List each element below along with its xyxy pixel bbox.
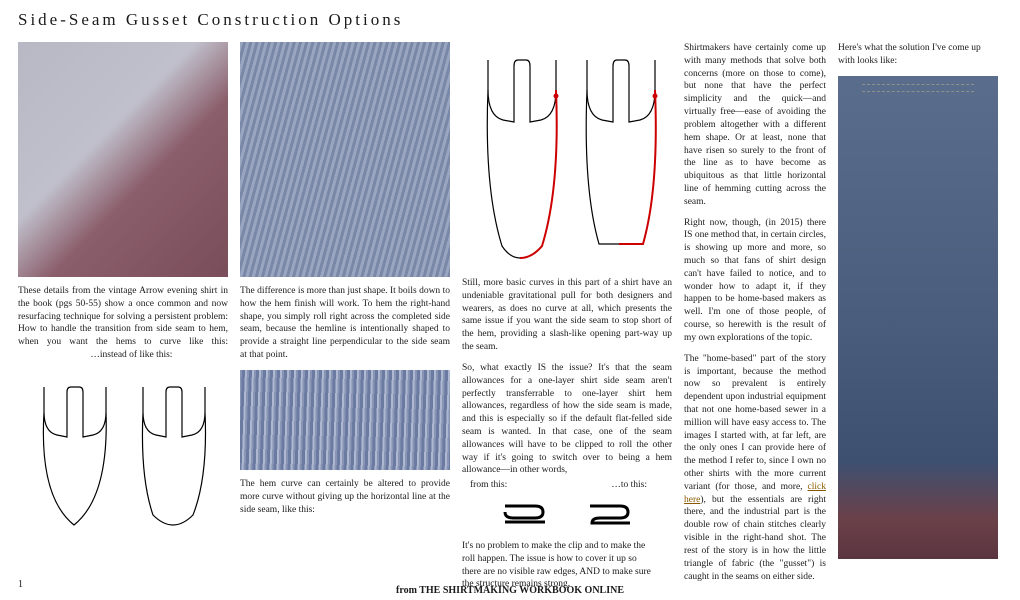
footer-text: from THE SHIRTMAKING WORKBOOK ONLINE	[0, 585, 1020, 596]
photo-denim-solution	[838, 76, 998, 559]
col3-para2: So, what exactly IS the issue? It's that…	[462, 363, 672, 476]
diagram-hem-curves	[18, 370, 228, 535]
col3-para1: Still, more basic curves in this part of…	[462, 277, 672, 354]
col2-para2: The hem curve can certainly be altered t…	[240, 478, 450, 516]
column-2: The difference is more than just shape. …	[240, 42, 450, 567]
col4-para3-wrap: The "home-based" part of the story is im…	[684, 353, 826, 584]
to-label: …to this:	[611, 479, 647, 492]
col4-para3b: ), but the essentials are right there, a…	[684, 495, 826, 582]
col1-para1: These details from the vintage Arrow eve…	[18, 286, 228, 347]
col1-para1-wrap: These details from the vintage Arrow eve…	[18, 285, 228, 362]
content-columns: These details from the vintage Arrow eve…	[18, 42, 1002, 567]
col2-para1: The difference is more than just shape. …	[240, 285, 450, 362]
col3-para2-wrap: So, what exactly IS the issue? It's that…	[462, 362, 672, 477]
col3-para3: It's no problem to make the clip and to …	[462, 540, 672, 591]
col4-para2: Right now, though, (in 2015) there IS on…	[684, 217, 826, 345]
seam-icon-from	[501, 498, 549, 528]
shirt-shape-curved	[29, 377, 119, 527]
col4-para3a: The "home-based" part of the story is im…	[684, 354, 826, 492]
column-4: Shirtmakers have certainly come up with …	[684, 42, 826, 567]
photo-arrow-shirt-left	[18, 42, 228, 277]
shirt-shape-flat	[128, 377, 218, 527]
column-3: Still, more basic curves in this part of…	[462, 42, 672, 567]
seam-icon-to	[586, 498, 634, 528]
col1-para1-tail: …instead of like this:	[90, 350, 172, 360]
col4-para1: Shirtmakers have certainly come up with …	[684, 42, 826, 209]
photo-arrow-shirt-right	[240, 42, 450, 277]
diagram-red-curves	[462, 42, 672, 269]
photo-hem-altered	[240, 370, 450, 470]
column-5: Here's what the solution I've come up wi…	[838, 42, 998, 567]
shirt-red-left	[470, 48, 565, 263]
from-to-labels: from this: …to this:	[462, 479, 672, 494]
col5-para1: Here's what the solution I've come up wi…	[838, 42, 998, 68]
shirt-red-right	[569, 48, 664, 263]
column-1: These details from the vintage Arrow eve…	[18, 42, 228, 567]
page-title: Side-Seam Gusset Construction Options	[18, 10, 1002, 30]
from-label: from this:	[470, 479, 507, 492]
diagram-seam-roll	[462, 494, 672, 532]
